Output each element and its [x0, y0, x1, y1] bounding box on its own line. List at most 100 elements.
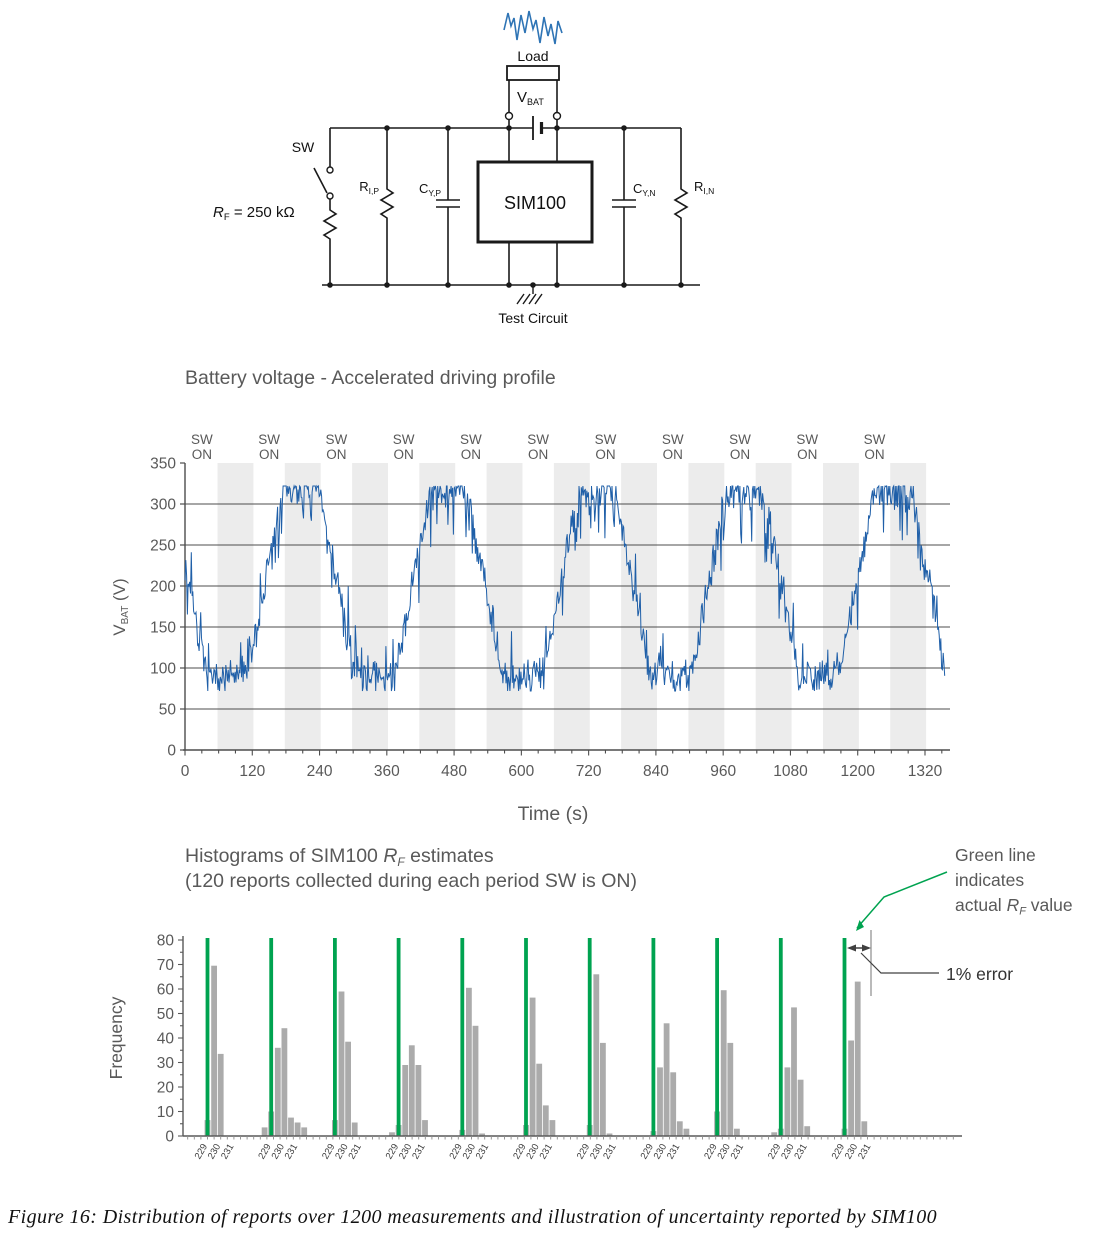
y-tick-label: 50: [157, 1006, 175, 1023]
histogram-bar: [261, 1127, 268, 1136]
histogram-bar: [606, 1133, 613, 1136]
histogram-bar: [529, 997, 536, 1136]
y-tick-label: 30: [157, 1055, 175, 1072]
sw-on-label: SW: [527, 432, 549, 447]
error-label: 1% error: [946, 964, 1013, 984]
sw-on-label: ON: [326, 447, 346, 462]
sw-on-label: ON: [394, 447, 414, 462]
voltage-xlabel: Time (s): [518, 803, 589, 825]
sw-on-label: SW: [325, 432, 347, 447]
y-tick-label: 250: [150, 538, 176, 555]
test-circuit-label: Test Circuit: [498, 310, 567, 326]
histogram-ylabel: Frequency: [106, 996, 126, 1079]
histogram-bar: [593, 974, 600, 1136]
sw-on-label: ON: [864, 447, 884, 462]
green-note-line3: actual RF value: [955, 895, 1073, 918]
histogram-bar: [472, 1025, 479, 1137]
bin-label: 231: [346, 1142, 363, 1161]
histogram-bar: [734, 1128, 740, 1136]
rin-label: RI,N: [694, 179, 714, 196]
y-tick-label: 70: [157, 957, 175, 974]
sw-on-label: ON: [797, 447, 817, 462]
bin-label: 231: [601, 1142, 618, 1161]
sw-off-band: [890, 463, 927, 750]
sw-on-label: ON: [663, 447, 683, 462]
error-leader-line: [860, 952, 939, 974]
sw-off-band: [553, 463, 590, 750]
y-tick-label: 0: [167, 743, 176, 760]
y-tick-label: 150: [150, 620, 176, 637]
x-tick-label: 840: [643, 763, 669, 780]
sim100-box: [476, 160, 594, 244]
histogram-bar: [804, 1126, 811, 1136]
histogram-bar: [797, 1079, 804, 1136]
bin-label: 231: [729, 1142, 746, 1161]
green-note-leader-arrow: [856, 871, 948, 929]
bin-label: 231: [665, 1142, 682, 1161]
sw-on-label: SW: [460, 432, 482, 447]
x-tick-label: 960: [710, 763, 736, 780]
sw-on-label: ON: [461, 447, 481, 462]
histogram-bar: [351, 1122, 358, 1136]
y-tick-label: 60: [157, 982, 175, 999]
bin-label: 231: [474, 1142, 491, 1161]
sw-on-label: SW: [393, 432, 415, 447]
switch-arm: [313, 167, 328, 194]
histogram-bar: [683, 1128, 690, 1136]
sw-off-band: [217, 463, 254, 750]
histogram-bar: [784, 1067, 791, 1136]
histogram-bar: [663, 1023, 670, 1136]
y-tick-label: 300: [150, 497, 176, 514]
green-note-arrowhead: [856, 920, 864, 931]
bin-label: 231: [792, 1142, 809, 1161]
voltage-chart-title: Battery voltage - Accelerated driving pr…: [185, 367, 556, 389]
x-tick-label: 1200: [840, 763, 875, 780]
sw-off-band: [755, 463, 792, 750]
histogram-bar: [389, 1132, 395, 1136]
histogram-title: Histograms of SIM100 RF estimates: [185, 845, 494, 869]
histogram-bar: [861, 1121, 868, 1136]
vbat-waveform: [184, 484, 946, 692]
histogram-bar: [415, 1065, 422, 1136]
histogram-bar: [854, 981, 861, 1136]
rf-resistor: [322, 207, 338, 243]
histogram-bar: [294, 1122, 301, 1136]
load-resistor: [506, 65, 560, 81]
y-tick-label: 10: [157, 1104, 175, 1121]
y-tick-label: 50: [159, 702, 177, 719]
bin-label: 231: [538, 1142, 555, 1161]
sw-on-label: ON: [192, 447, 212, 462]
rip-label: RI,P: [359, 179, 379, 196]
x-tick-label: 480: [441, 763, 467, 780]
x-tick-label: 0: [181, 763, 190, 780]
rf-value-label: RF = 250 kΩ: [213, 204, 295, 223]
sw-on-label: SW: [796, 432, 818, 447]
histogram-bar: [288, 1117, 294, 1136]
green-note-line1: Green line: [955, 845, 1036, 865]
cyp-label: CY,P: [419, 181, 441, 198]
bin-label: 231: [410, 1142, 427, 1161]
sw-off-band: [688, 463, 725, 750]
histogram-bar: [727, 1042, 734, 1136]
sw-on-label: SW: [864, 432, 886, 447]
junction-dots: [327, 125, 684, 288]
histogram-bar: [771, 1132, 778, 1136]
sw-on-label: ON: [595, 447, 615, 462]
bin-label: 231: [219, 1142, 236, 1161]
sw-on-label: ON: [259, 447, 279, 462]
histogram-bar: [422, 1120, 428, 1136]
voltage-ylabel: VBAT (V): [110, 578, 131, 635]
terminal-positive: [504, 111, 514, 121]
sim100-label: SIM100: [504, 193, 566, 213]
sw-on-label: SW: [729, 432, 751, 447]
histogram-subtitle: (120 reports collected during each perio…: [185, 870, 637, 892]
sw-on-label: SW: [662, 432, 684, 447]
sw-on-label: SW: [258, 432, 280, 447]
terminal-negative: [552, 111, 562, 121]
histogram-bar: [402, 1065, 409, 1136]
histogram-bar: [600, 1042, 606, 1136]
green-note-line2: indicates: [955, 870, 1024, 890]
rip-resistor: [379, 186, 395, 222]
battery-voltage-chart: Battery voltage - Accelerated driving pr…: [110, 367, 950, 825]
